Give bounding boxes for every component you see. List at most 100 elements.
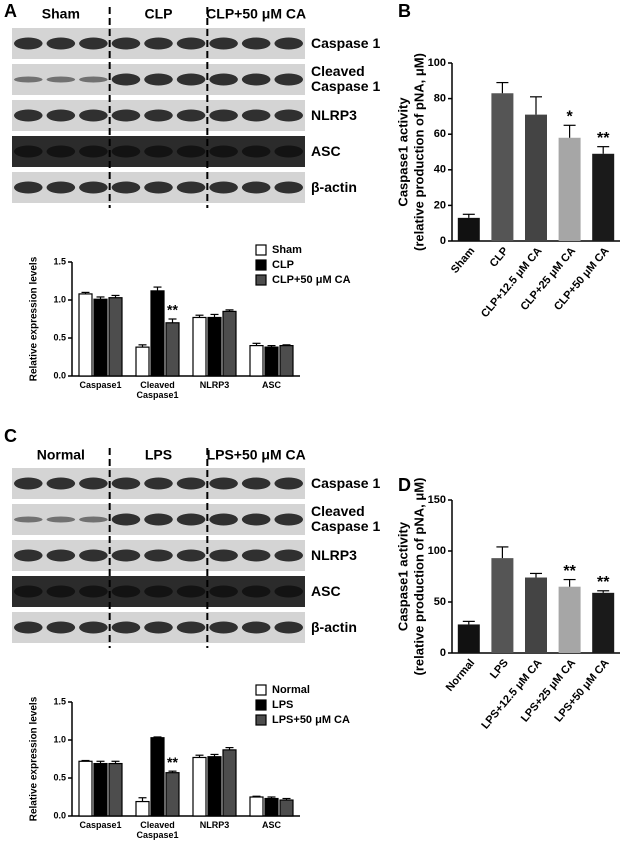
blot-band	[274, 621, 303, 634]
y-tick-label: 0	[440, 235, 446, 247]
blot-band	[14, 76, 43, 83]
blot-band	[14, 516, 43, 523]
blot-band	[14, 621, 43, 634]
blot-band	[79, 621, 108, 634]
blot-row-label: Caspase 1	[311, 35, 381, 51]
blot-band	[176, 621, 206, 634]
bar	[165, 322, 180, 377]
blot-band	[241, 109, 271, 122]
bar	[108, 762, 123, 817]
blot-band	[176, 73, 206, 86]
panel-label: C	[4, 426, 17, 446]
blot-band	[46, 621, 76, 634]
bar	[78, 760, 93, 817]
blot-band	[241, 621, 271, 634]
blot-band	[241, 513, 271, 526]
legend-swatch	[255, 684, 267, 696]
blot-band	[111, 513, 141, 526]
legend-swatch	[255, 699, 267, 711]
blot-band	[111, 477, 141, 490]
blot-band	[46, 477, 76, 490]
blot-row-label: ASC	[311, 143, 341, 159]
bar	[491, 93, 514, 241]
x-tick-label: Cleaved Caspase1	[136, 380, 179, 400]
significance-label: **	[597, 130, 610, 147]
blot-band	[46, 181, 76, 194]
blot-band	[46, 516, 76, 523]
blot-band	[274, 585, 303, 598]
bar	[279, 345, 294, 377]
blot-band	[144, 73, 173, 86]
bar	[264, 797, 279, 817]
blot-band	[111, 549, 141, 562]
blot-band	[46, 109, 76, 122]
x-tick-label: LPS+12.5 μM CA	[479, 657, 544, 731]
blot-band	[209, 513, 238, 526]
significance-label: **	[563, 563, 576, 580]
blot-group-label: Normal	[37, 447, 85, 463]
x-tick-label: Cleaved Caspase1	[136, 820, 179, 840]
blot-band	[144, 37, 173, 50]
blot-band	[14, 585, 43, 598]
bar	[78, 293, 93, 377]
bar	[135, 800, 150, 817]
bar	[279, 799, 294, 817]
x-tick-label: Caspase1	[79, 380, 122, 390]
blot-band	[46, 37, 76, 50]
blot-band	[111, 73, 141, 86]
bar	[264, 346, 279, 377]
blot-band	[176, 549, 206, 562]
legend-label: Sham	[272, 244, 302, 256]
blot-band	[79, 37, 108, 50]
blot-row-label: β-actin	[311, 619, 357, 635]
blot-band	[79, 477, 108, 490]
y-axis-label: Relative expression levels	[29, 256, 40, 381]
blot-group-label: LPS+50 μM CA	[207, 447, 306, 463]
blot-band	[274, 145, 303, 158]
blot-band	[144, 181, 173, 194]
legend-swatch	[255, 259, 267, 271]
blot-band	[176, 585, 206, 598]
bar	[558, 586, 581, 653]
bar	[249, 345, 264, 377]
bar	[249, 796, 264, 817]
blot-band	[144, 513, 173, 526]
blot-band	[176, 145, 206, 158]
y-tick-label: 0.0	[53, 370, 66, 380]
blot-band	[14, 549, 43, 562]
blot-band	[79, 516, 108, 523]
blot-band	[46, 549, 76, 562]
y-tick-label: 0.0	[53, 810, 66, 820]
blot-band	[274, 549, 303, 562]
blot-band	[241, 477, 271, 490]
y-tick-label: 80	[434, 93, 446, 105]
legend-label: Normal	[272, 684, 310, 696]
blot-band	[144, 549, 173, 562]
bar	[93, 298, 108, 377]
blot-band	[79, 76, 108, 83]
blot-group-label: CLP+50 μM CA	[206, 6, 306, 22]
panel-label: A	[4, 1, 17, 21]
blot-band	[209, 585, 238, 598]
blot-band	[46, 585, 76, 598]
bar	[525, 114, 547, 241]
y-tick-label: 0	[440, 647, 446, 659]
legend-label: CLP+50 μM CA	[272, 274, 351, 286]
blot-band	[176, 181, 206, 194]
bar	[150, 737, 165, 817]
blot-band	[241, 37, 271, 50]
blot-group-label: Sham	[42, 6, 80, 22]
blot-band	[111, 181, 141, 194]
y-tick-label: 40	[434, 164, 446, 176]
blot-band	[274, 181, 303, 194]
y-axis-label: (relative production of pNA, μM)	[411, 478, 426, 676]
blot-row-label: Cleaved Caspase 1	[311, 503, 381, 535]
blot-band	[79, 181, 108, 194]
legend-label: CLP	[272, 259, 294, 271]
blot-band	[14, 37, 43, 50]
blot-band	[14, 145, 43, 158]
bar	[192, 756, 207, 817]
bar	[457, 217, 480, 241]
blot-band	[144, 585, 173, 598]
